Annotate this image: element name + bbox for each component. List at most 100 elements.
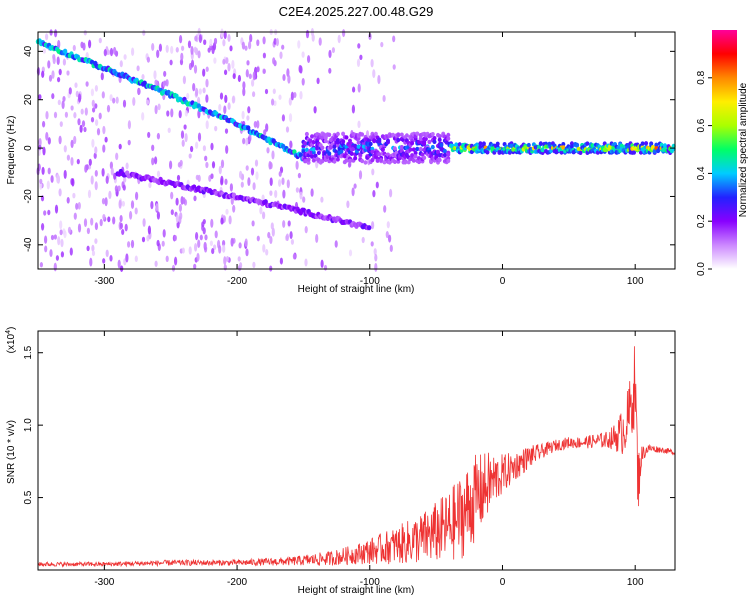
spectral-speckle: [224, 69, 228, 76]
spectral-speckle: [190, 145, 194, 153]
spectral-speckle: [178, 204, 182, 212]
spectral-speckle: [318, 37, 322, 46]
band-sample: [408, 147, 413, 152]
spectral-speckle: [231, 95, 235, 104]
spectral-speckle: [101, 91, 105, 99]
spectral-speckle: [73, 112, 77, 119]
colorbar-tick-label: 0.0: [696, 262, 707, 276]
spectral-speckle: [45, 33, 49, 41]
spectral-speckle: [223, 256, 227, 266]
spectral-speckle: [228, 215, 232, 225]
spectral-speckle: [262, 52, 266, 59]
spectral-speckle: [290, 238, 294, 245]
spectral-speckle: [262, 68, 266, 74]
band-sample: [310, 134, 314, 139]
band-sample: [540, 147, 545, 152]
colorbar-tick-label: 0.8: [696, 70, 707, 84]
spectral-speckle: [223, 264, 227, 271]
spectral-speckle: [256, 39, 260, 47]
spectral-speckle: [289, 140, 293, 149]
spectral-speckle: [307, 55, 311, 64]
spectral-speckle: [134, 255, 138, 263]
spectral-speckle: [219, 92, 224, 100]
spectral-speckle: [101, 197, 106, 205]
spectral-speckle: [129, 210, 133, 220]
spectral-speckle: [157, 103, 161, 111]
spectral-speckle: [248, 134, 252, 143]
spectral-speckle: [179, 212, 183, 220]
spectral-speckle: [86, 245, 90, 252]
spectral-speckle: [224, 94, 228, 104]
spectral-speckle: [268, 160, 272, 170]
spectral-speckle: [375, 181, 379, 189]
spectral-speckle: [170, 191, 174, 200]
spectral-speckle: [41, 166, 45, 175]
band-sample: [392, 159, 397, 164]
spectral-speckle: [281, 177, 285, 185]
spectral-speckle: [377, 74, 381, 85]
spectral-speckle: [83, 218, 88, 228]
spectral-speckle: [304, 258, 308, 267]
x-tick-label: -300: [94, 577, 114, 588]
spectrogram-y-label: Frequency (Hz): [6, 116, 17, 185]
spectral-speckle: [113, 46, 117, 55]
spectral-speckle: [392, 35, 396, 43]
spectral-speckle: [246, 60, 250, 66]
band-sample: [559, 150, 564, 155]
spectral-speckle: [73, 135, 77, 145]
snr-y-label: SNR (10 * v/v): [6, 420, 17, 484]
spectral-speckle: [57, 236, 61, 246]
spectral-speckle: [287, 74, 291, 84]
spectral-speckle: [301, 51, 305, 58]
spectral-speckle: [252, 182, 256, 191]
spectral-speckle: [205, 94, 209, 103]
spectral-speckle: [46, 180, 50, 190]
spectral-speckle: [102, 144, 106, 153]
spectral-speckle: [262, 36, 266, 45]
spectral-speckle: [202, 87, 206, 94]
spectral-speckle: [204, 155, 208, 162]
spectral-speckle: [98, 112, 102, 120]
band-sample: [481, 141, 486, 146]
spectral-speckle: [119, 222, 123, 230]
band-sample: [430, 144, 435, 150]
spectral-speckle: [383, 205, 387, 213]
spectral-speckle: [59, 220, 63, 230]
spectral-speckle: [38, 94, 42, 100]
spectral-speckle: [158, 43, 162, 52]
spectral-speckle: [123, 177, 127, 183]
band-sample: [632, 150, 636, 155]
spectral-speckle: [98, 37, 102, 44]
spectral-speckle: [237, 256, 241, 262]
spectral-speckle: [253, 120, 257, 128]
spectral-speckle: [66, 197, 70, 204]
spectral-speckle: [117, 185, 121, 192]
spectral-speckle: [90, 116, 95, 123]
y-tick-label: 1.0: [23, 418, 34, 432]
y-tick-label: 20: [23, 94, 34, 106]
spectral-speckle: [66, 154, 70, 161]
spectral-speckle: [42, 120, 46, 128]
spectral-speckle: [244, 238, 248, 248]
spectral-speckle: [188, 153, 192, 159]
spectral-speckle: [83, 29, 87, 36]
spectral-speckle: [220, 159, 225, 169]
band-sample: [348, 158, 352, 163]
spectral-speckle: [201, 221, 205, 228]
spectral-speckle: [213, 37, 218, 45]
spectral-speckle: [374, 253, 378, 262]
spectral-speckle: [224, 128, 229, 134]
band-sample: [353, 156, 358, 161]
spectral-speckle: [93, 152, 97, 159]
spectral-speckle: [147, 131, 151, 138]
spectral-speckle: [176, 174, 181, 181]
spectral-speckle: [359, 54, 363, 61]
band-sample: [454, 142, 459, 147]
spectral-speckle: [100, 72, 104, 81]
spectral-speckle: [131, 47, 135, 57]
spectral-speckle: [196, 252, 200, 262]
band-sample: [315, 146, 320, 151]
spectral-speckle: [211, 248, 215, 255]
